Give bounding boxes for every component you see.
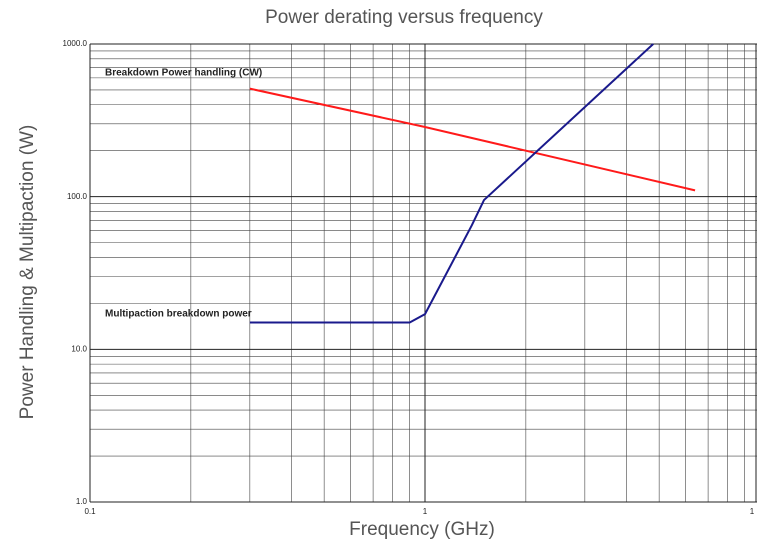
line bbox=[249, 43, 654, 324]
line bbox=[249, 87, 696, 192]
series-label: Breakdown Power handling (CW) bbox=[105, 68, 262, 79]
chart-title: Power derating versus frequency bbox=[265, 7, 543, 28]
y-tick-label: 1000.0 bbox=[63, 39, 88, 48]
x-tick-label: 0.1 bbox=[84, 507, 96, 516]
series-label: Multipaction breakdown power bbox=[105, 309, 252, 320]
x-tick-label: 1 bbox=[750, 507, 755, 516]
y-axis-label: Power Handling & Multipaction (W) bbox=[17, 125, 38, 420]
y-tick-label: 1.0 bbox=[76, 497, 88, 506]
x-tick-label: 1 bbox=[423, 507, 428, 516]
y-tick-label: 100.0 bbox=[67, 192, 88, 201]
y-tick-label: 10.0 bbox=[71, 344, 87, 353]
x-axis-label: Frequency (GHz) bbox=[349, 519, 495, 540]
